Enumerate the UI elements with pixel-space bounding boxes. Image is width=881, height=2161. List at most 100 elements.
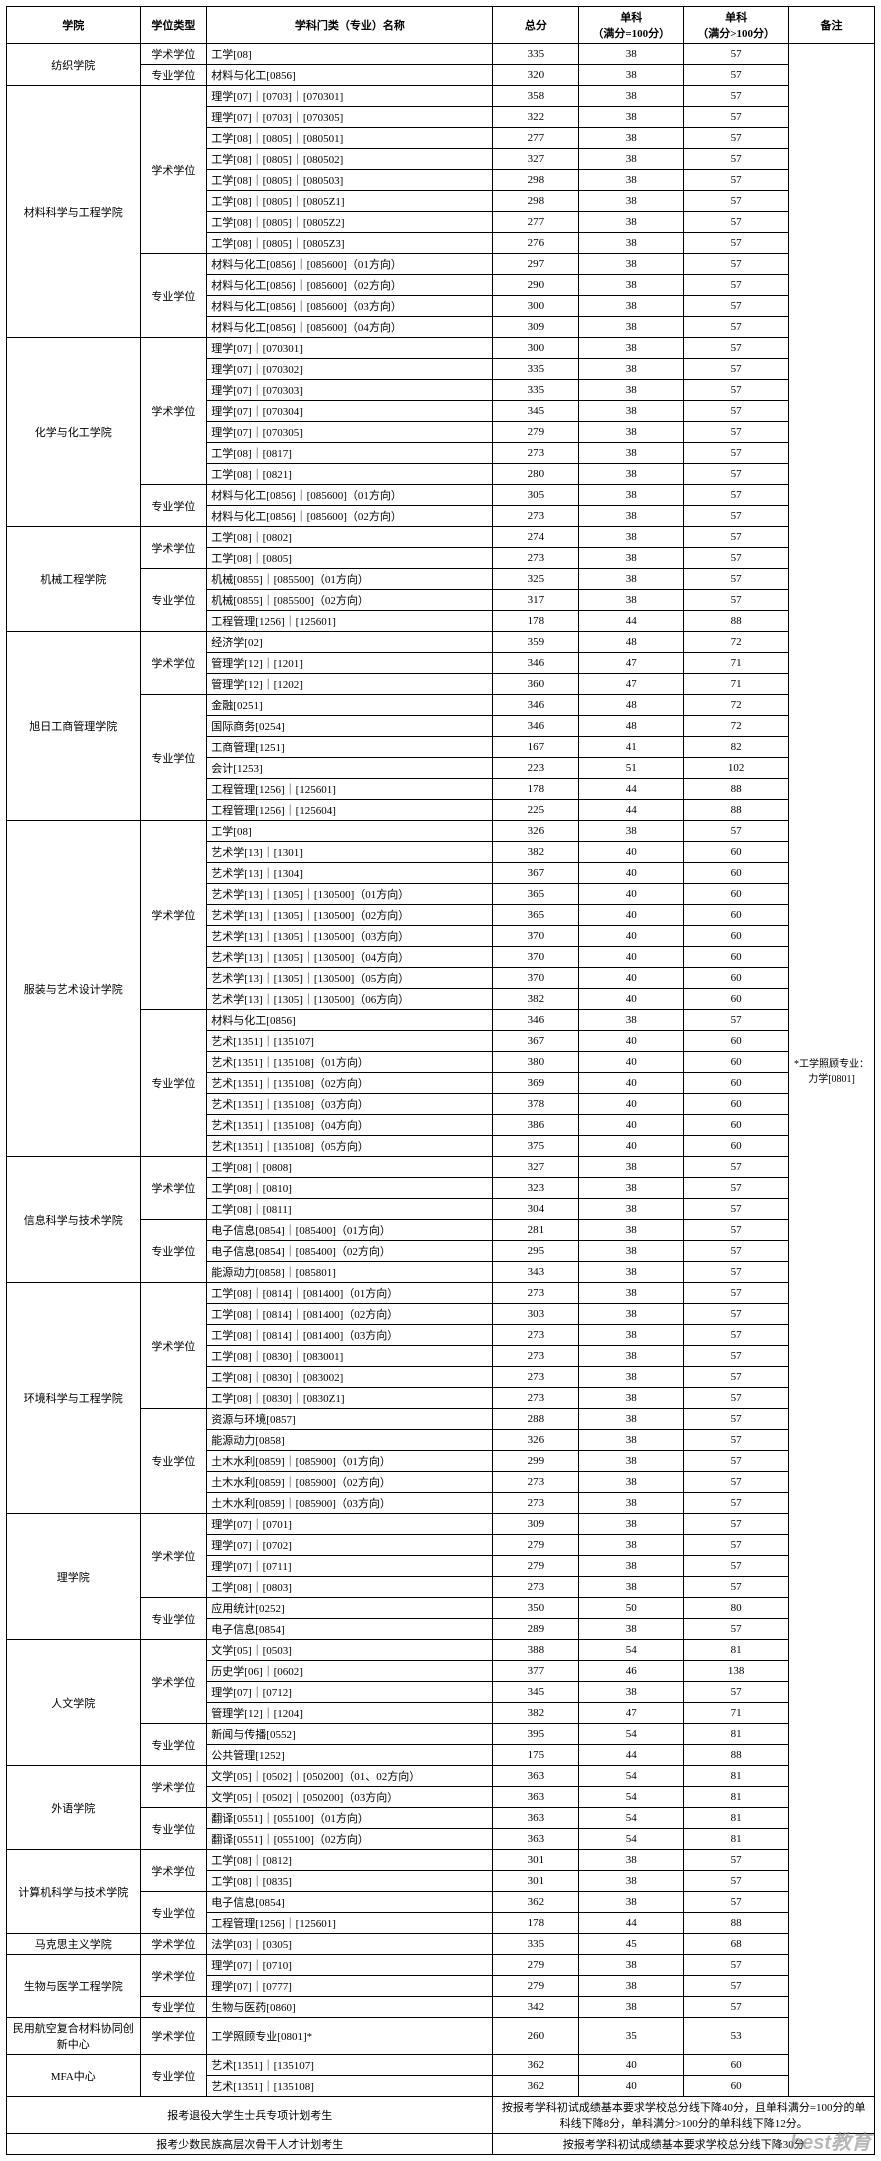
total-cell: 346 <box>493 716 579 737</box>
total-cell: 289 <box>493 1619 579 1640</box>
subject-cell: 材料与化工[0856]｜[085600]（01方向） <box>207 254 493 275</box>
sub1-cell: 38 <box>579 1955 684 1976</box>
sub1-cell: 46 <box>579 1661 684 1682</box>
sub1-cell: 38 <box>579 1346 684 1367</box>
sub2-cell: 57 <box>684 1388 789 1409</box>
total-cell: 273 <box>493 1577 579 1598</box>
sub2-cell: 60 <box>684 1052 789 1073</box>
subject-cell: 艺术学[13]｜[1304] <box>207 863 493 884</box>
sub2-cell: 57 <box>684 107 789 128</box>
sub2-cell: 57 <box>684 65 789 86</box>
total-cell: 280 <box>493 464 579 485</box>
table-row: MFA中心专业学位艺术[1351]｜[135107]3624060 <box>7 2055 875 2076</box>
sub2-cell: 57 <box>684 464 789 485</box>
college-cell: 信息科学与技术学院 <box>7 1157 141 1283</box>
college-cell: 理学院 <box>7 1514 141 1640</box>
sub1-cell: 38 <box>579 569 684 590</box>
college-cell: MFA中心 <box>7 2055 141 2097</box>
subject-cell: 新闻与传播[0552] <box>207 1724 493 1745</box>
total-cell: 358 <box>493 86 579 107</box>
subject-cell: 理学[07]｜[0712] <box>207 1682 493 1703</box>
college-cell: 人文学院 <box>7 1640 141 1766</box>
subject-cell: 电子信息[0854]｜[085400]（01方向） <box>207 1220 493 1241</box>
sub1-cell: 38 <box>579 1871 684 1892</box>
total-cell: 382 <box>493 1703 579 1724</box>
degree-cell: 专业学位 <box>140 569 207 632</box>
sub2-cell: 68 <box>684 1934 789 1955</box>
total-cell: 273 <box>493 1493 579 1514</box>
sub1-cell: 38 <box>579 1535 684 1556</box>
sub1-cell: 38 <box>579 401 684 422</box>
degree-cell: 学术学位 <box>140 632 207 695</box>
sub1-cell: 38 <box>579 485 684 506</box>
sub1-cell: 38 <box>579 1493 684 1514</box>
subject-cell: 工商管理[1251] <box>207 737 493 758</box>
sub1-cell: 38 <box>579 1577 684 1598</box>
total-cell: 295 <box>493 1241 579 1262</box>
sub1-cell: 38 <box>579 1241 684 1262</box>
total-cell: 260 <box>493 2018 579 2055</box>
sub1-cell: 38 <box>579 1892 684 1913</box>
degree-cell: 学术学位 <box>140 1283 207 1409</box>
sub1-cell: 38 <box>579 590 684 611</box>
subject-cell: 工学[08]｜[0805]｜[0805Z1] <box>207 191 493 212</box>
subject-cell: 文学[05]｜[0502]｜[050200]（01、02方向） <box>207 1766 493 1787</box>
subject-cell: 艺术学[13]｜[1305]｜[130500]（05方向） <box>207 968 493 989</box>
sub2-cell: 57 <box>684 443 789 464</box>
total-cell: 303 <box>493 1304 579 1325</box>
total-cell: 273 <box>493 1346 579 1367</box>
sub1-cell: 40 <box>579 1073 684 1094</box>
table-row: 化学与化工学院学术学位理学[07]｜[070301]3003857 <box>7 338 875 359</box>
degree-cell: 学术学位 <box>140 1955 207 1997</box>
subject-cell: 理学[07]｜[0710] <box>207 1955 493 1976</box>
header-sub2: 单科 （满分>100分） <box>684 7 789 44</box>
sub2-cell: 60 <box>684 905 789 926</box>
sub1-cell: 40 <box>579 1094 684 1115</box>
sub2-cell: 57 <box>684 1514 789 1535</box>
total-cell: 369 <box>493 1073 579 1094</box>
subject-cell: 材料与化工[0856]｜[085600]（03方向） <box>207 296 493 317</box>
subject-cell: 翻译[0551]｜[055100]（01方向） <box>207 1808 493 1829</box>
sub1-cell: 38 <box>579 443 684 464</box>
subject-cell: 文学[05]｜[0502]｜[050200]（03方向） <box>207 1787 493 1808</box>
subject-cell: 工学[08]｜[0803] <box>207 1577 493 1598</box>
subject-cell: 管理学[12]｜[1204] <box>207 1703 493 1724</box>
sub1-cell: 40 <box>579 2055 684 2076</box>
sub1-cell: 38 <box>579 1367 684 1388</box>
subject-cell: 生物与医药[0860] <box>207 1997 493 2018</box>
subject-cell: 艺术[1351]｜[135108]（05方向） <box>207 1136 493 1157</box>
table-row: 材料科学与工程学院学术学位理学[07]｜[0703]｜[070301]35838… <box>7 86 875 107</box>
sub1-cell: 54 <box>579 1724 684 1745</box>
degree-cell: 专业学位 <box>140 1892 207 1934</box>
degree-cell: 专业学位 <box>140 485 207 527</box>
degree-cell: 学术学位 <box>140 1766 207 1808</box>
total-cell: 363 <box>493 1766 579 1787</box>
total-cell: 370 <box>493 947 579 968</box>
subject-cell: 会计[1253] <box>207 758 493 779</box>
subject-cell: 理学[07]｜[070304] <box>207 401 493 422</box>
sub1-cell: 54 <box>579 1766 684 1787</box>
sub2-cell: 57 <box>684 485 789 506</box>
sub1-cell: 41 <box>579 737 684 758</box>
total-cell: 276 <box>493 233 579 254</box>
table-row: 纺织学院学术学位工学[08]3353857*工学照顾专业：力学[0801] <box>7 44 875 65</box>
total-cell: 327 <box>493 149 579 170</box>
sub2-cell: 82 <box>684 737 789 758</box>
subject-cell: 金融[0251] <box>207 695 493 716</box>
subject-cell: 工学[08]｜[0805]｜[0805Z3] <box>207 233 493 254</box>
degree-cell: 学术学位 <box>140 2018 207 2055</box>
total-cell: 309 <box>493 1514 579 1535</box>
subject-cell: 工学[08] <box>207 44 493 65</box>
total-cell: 335 <box>493 1934 579 1955</box>
header-total: 总分 <box>493 7 579 44</box>
subject-cell: 材料与化工[0856] <box>207 65 493 86</box>
sub2-cell: 57 <box>684 254 789 275</box>
total-cell: 300 <box>493 338 579 359</box>
total-cell: 346 <box>493 1010 579 1031</box>
total-cell: 178 <box>493 779 579 800</box>
degree-cell: 学术学位 <box>140 1934 207 1955</box>
total-cell: 290 <box>493 275 579 296</box>
table-row: 马克思主义学院学术学位法学[03]｜[0305]3354568 <box>7 1934 875 1955</box>
sub1-cell: 38 <box>579 1997 684 2018</box>
subject-cell: 能源动力[0858]｜[085801] <box>207 1262 493 1283</box>
